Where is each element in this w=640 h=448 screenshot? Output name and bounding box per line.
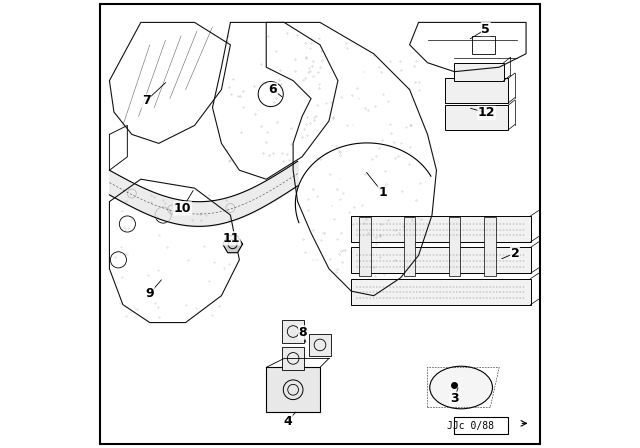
Text: 5: 5 [481,22,490,36]
Bar [351,247,531,273]
Text: 3: 3 [450,392,459,405]
Bar [472,36,495,54]
Text: 12: 12 [478,106,495,120]
Bar [282,320,305,343]
Bar [351,216,531,242]
Text: 8: 8 [299,326,307,339]
Text: 9: 9 [145,287,154,300]
Text: 2: 2 [511,246,519,260]
FancyBboxPatch shape [454,63,504,81]
Bar [484,217,496,276]
FancyBboxPatch shape [445,78,508,103]
FancyBboxPatch shape [445,105,508,130]
Bar [404,217,415,276]
Text: 6: 6 [269,83,277,96]
Polygon shape [223,236,243,253]
Bar [282,347,305,370]
Bar [309,334,332,356]
Ellipse shape [430,366,493,409]
Bar [351,279,531,305]
Text: 7: 7 [142,94,150,108]
Text: 11: 11 [223,232,240,245]
Bar [359,217,371,276]
Text: 1: 1 [378,186,387,199]
Text: 4: 4 [284,414,292,428]
Bar [449,217,460,276]
Text: JJc 0/88: JJc 0/88 [447,422,493,431]
Bar [266,367,320,412]
Text: 10: 10 [173,202,191,215]
Bar [454,417,508,434]
